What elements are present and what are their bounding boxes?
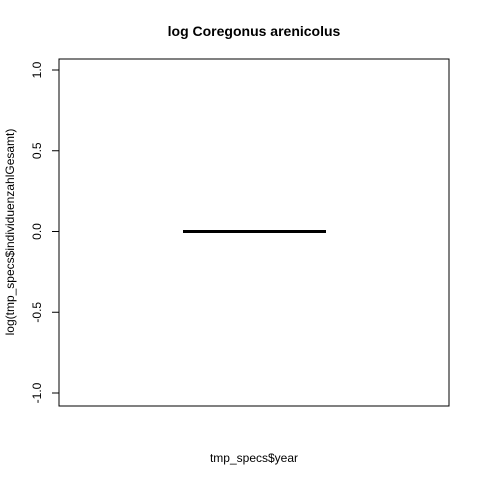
x-axis-label: tmp_specs$year xyxy=(210,451,298,465)
y-tick-label: 0.0 xyxy=(30,223,44,240)
y-axis: -1.0 -0.5 0.0 0.5 1.0 xyxy=(30,61,60,403)
chart-title: log Coregonus arenicolus xyxy=(168,23,341,39)
y-tick-label: 0.5 xyxy=(30,142,44,159)
y-axis-label: log(tmp_specs$individuenzahlGesamt) xyxy=(3,129,17,336)
y-tick-label: -1.0 xyxy=(30,382,44,403)
y-tick-label: 1.0 xyxy=(30,61,44,78)
y-tick-label: -0.5 xyxy=(30,302,44,323)
